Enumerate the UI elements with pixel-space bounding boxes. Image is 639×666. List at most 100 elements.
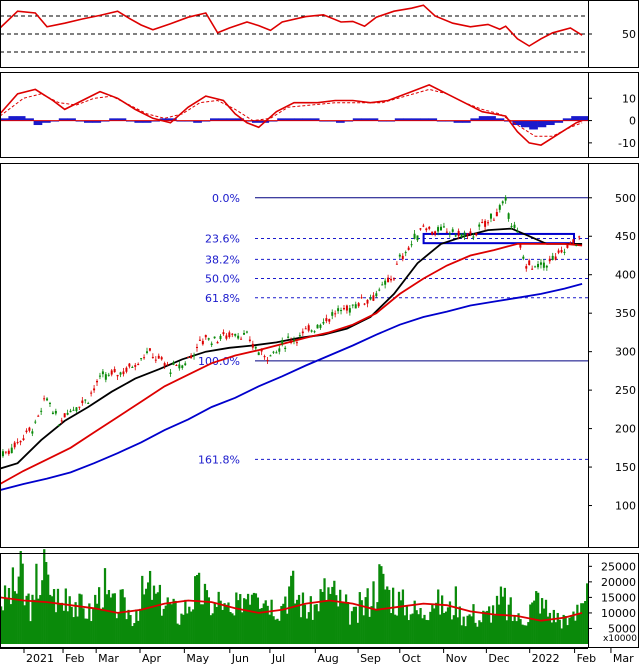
candle-body: [542, 262, 545, 268]
volume-bar: [190, 611, 193, 644]
candle-body: [551, 255, 554, 260]
volume-bar: [241, 612, 244, 644]
candle-body: [566, 244, 569, 248]
volume-bar: [139, 608, 142, 644]
candle-body: [519, 244, 522, 248]
volume-bar: [170, 604, 173, 644]
candle-body: [128, 363, 131, 367]
candle-body: [457, 230, 460, 237]
candle-body: [269, 355, 272, 357]
volume-bar: [466, 615, 469, 644]
volume-bar: [464, 626, 467, 644]
candle-body: [140, 358, 143, 360]
candle-body: [454, 235, 457, 237]
price-panel: 0.0%23.6%38.2%50.0%61.8%100.0%161.8%5004…: [0, 163, 639, 548]
candle-body: [481, 221, 484, 223]
volume-bar: [111, 593, 114, 644]
volume-bar: [544, 599, 548, 644]
volume-bar: [325, 600, 328, 644]
price-ytick-label: 100: [615, 500, 636, 513]
volume-bar: [174, 600, 177, 644]
candle-body: [313, 331, 316, 333]
candle-body: [113, 369, 116, 373]
candle-body: [434, 231, 437, 235]
macd-histogram-bar: [109, 118, 118, 121]
candle-body: [357, 303, 360, 307]
volume-bar: [162, 608, 165, 644]
candle-body: [251, 343, 254, 348]
volume-bar: [5, 598, 9, 644]
candle-body: [554, 256, 557, 260]
volume-bar: [125, 619, 128, 644]
volume-bar: [546, 616, 550, 644]
volume-bar: [37, 598, 40, 644]
volume-bar: [482, 610, 485, 644]
volume-bar: [395, 615, 399, 644]
candle-body: [331, 312, 334, 316]
volume-bar: [294, 603, 297, 644]
macd-histogram-bar: [218, 118, 228, 121]
candle-body: [422, 225, 425, 227]
candle-body: [440, 226, 442, 231]
candle-body: [560, 250, 563, 253]
volume-bar: [101, 607, 105, 644]
candle-body: [495, 212, 498, 217]
volume-ma-line: [0, 596, 583, 622]
volume-bar: [441, 595, 444, 644]
resistance-band: [422, 232, 575, 245]
volume-bar: [172, 598, 175, 644]
volume-bar: [301, 592, 305, 644]
volume-bar: [511, 621, 514, 644]
candle-body: [187, 356, 190, 358]
volume-bar: [147, 582, 150, 644]
volume-bar: [476, 626, 479, 644]
volume-bar: [150, 599, 154, 644]
volume-bar: [1, 610, 5, 644]
volume-bar: [245, 599, 248, 644]
volume-bar: [88, 603, 91, 644]
candle-body: [22, 438, 25, 441]
volume-bar: [486, 610, 489, 644]
price-ytick-label: 400: [615, 269, 636, 282]
ma-blue-line: [0, 283, 583, 491]
macd-histogram-bar: [310, 118, 320, 121]
macd-histogram-bar: [8, 116, 18, 121]
candle-body: [325, 318, 328, 322]
volume-bar: [474, 622, 477, 644]
candle-body: [90, 392, 93, 394]
fib-label: 50.0%: [205, 273, 240, 286]
volume-bar: [56, 588, 60, 644]
candle-body: [569, 242, 572, 245]
volume-bar: [7, 587, 11, 644]
candle-body: [13, 442, 16, 448]
volume-bar: [554, 622, 557, 644]
volume-bar: [225, 604, 228, 644]
candle-body: [143, 357, 146, 359]
candle-body: [122, 371, 125, 375]
volume-bar: [578, 614, 581, 644]
volume-bar: [23, 605, 26, 644]
volume-bar: [196, 574, 199, 644]
volume-bar: [258, 608, 261, 644]
price-ytick-label: 500: [615, 192, 636, 205]
candle-body: [163, 363, 166, 366]
price-ytick-label: 250: [615, 384, 636, 397]
macd-histogram-bar: [0, 118, 9, 121]
macd-histogram-bar: [512, 120, 522, 126]
macd-histogram-bar: [470, 118, 480, 121]
x-tick-label: Aug: [317, 652, 338, 665]
macd-histogram-bar: [67, 118, 76, 121]
volume-ytick-label: 25000: [601, 560, 636, 573]
volume-bar: [321, 591, 324, 644]
volume-bar: [509, 597, 512, 644]
volume-bar: [107, 589, 111, 644]
volume-bar: [370, 606, 373, 644]
candle-body: [575, 244, 578, 246]
volume-bar: [399, 600, 403, 644]
macd-histogram-bar: [562, 118, 572, 121]
volume-bar: [288, 586, 291, 644]
volume-bar: [390, 613, 393, 644]
candle-body: [340, 310, 343, 312]
candle-body: [478, 224, 481, 227]
volume-bar: [82, 608, 85, 644]
